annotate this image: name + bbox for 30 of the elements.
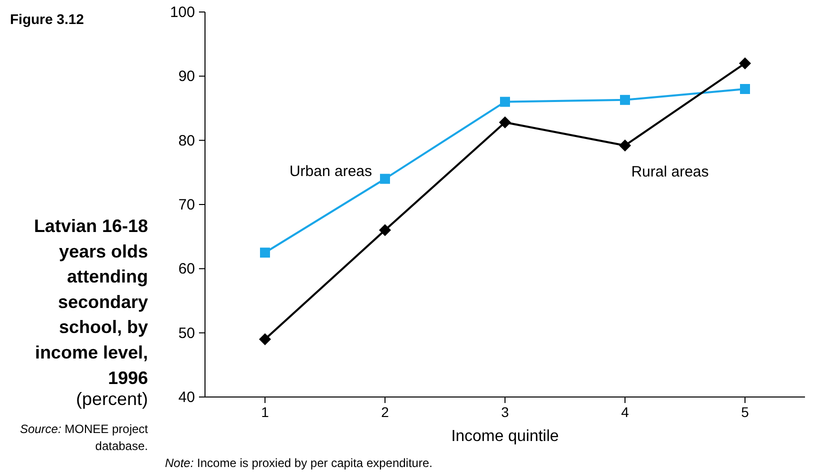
point (379, 224, 391, 236)
x-axis-title: Income quintile (451, 428, 559, 445)
x-tick-label: 3 (501, 404, 510, 420)
point (619, 139, 631, 152)
point (620, 94, 630, 105)
y-tick-label: 50 (178, 324, 195, 342)
y-tick-label: 100 (170, 4, 195, 21)
caption: Figure 3.12 (10, 11, 84, 27)
point (739, 57, 751, 70)
point (740, 84, 750, 94)
point (259, 333, 271, 346)
text: (percent) (76, 389, 148, 410)
y-tick-label: 40 (178, 389, 195, 406)
y-tick-label: 70 (178, 196, 195, 214)
x-tick-label: 2 (381, 404, 390, 420)
text: Note: Income is proxied by per capita expenditure. (165, 456, 432, 470)
y-tick-label: 80 (178, 132, 195, 150)
point (499, 116, 511, 128)
series-label: Urban areas (289, 162, 372, 180)
text: Latvian 16-18 years olds attending secondary school, by income level, 1996 (34, 216, 148, 388)
y-tick-label: 90 (178, 68, 195, 86)
x-tick-label: 4 (621, 404, 630, 420)
series-label: Rural areas (631, 163, 709, 180)
point (380, 174, 390, 184)
point (500, 96, 510, 107)
y-tick-label: 60 (178, 260, 195, 278)
source-note: Source: MONEE project database. (20, 422, 149, 453)
x-tick-label: 5 (741, 404, 750, 420)
x-tick-label: 1 (261, 404, 270, 420)
point (260, 248, 270, 258)
